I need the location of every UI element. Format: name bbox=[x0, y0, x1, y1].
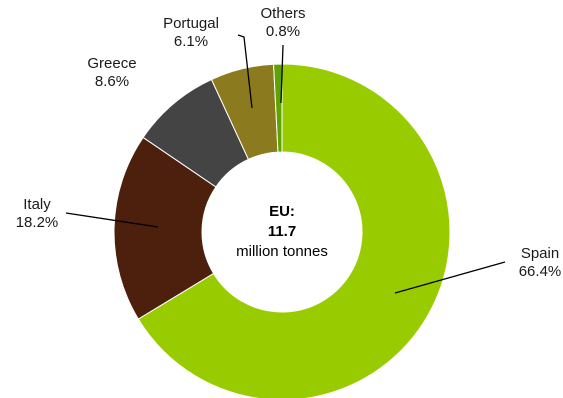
leaders-layer bbox=[65, 34, 506, 294]
slice-others bbox=[273, 63, 283, 153]
leader-line-spain bbox=[394, 261, 506, 294]
leader-line-others bbox=[280, 44, 284, 104]
center-label-line3: million tonnes bbox=[236, 243, 328, 260]
slice-name-label-others: Others bbox=[260, 5, 305, 22]
slice-spain bbox=[137, 63, 451, 398]
center-label-line2: 11.7 bbox=[268, 223, 296, 240]
slices-layer bbox=[113, 63, 451, 398]
slice-value-label-italy: 18.2% bbox=[16, 214, 59, 231]
slice-name-label-portugal: Portugal bbox=[163, 15, 219, 32]
slice-name-label-greece: Greece bbox=[87, 55, 136, 72]
slice-value-label-portugal: 6.1% bbox=[174, 33, 208, 50]
center-label-line1: EU: bbox=[269, 203, 295, 220]
center-label: EU: 11.7 million tonnes bbox=[236, 203, 328, 260]
slice-name-label-spain: Spain bbox=[521, 245, 559, 262]
leader-line-italy bbox=[65, 212, 159, 228]
slice-name-label-italy: Italy bbox=[23, 196, 51, 213]
slice-italy bbox=[113, 136, 217, 320]
slice-value-label-greece: 8.6% bbox=[95, 73, 129, 90]
leader-line-portugal bbox=[237, 34, 253, 109]
slice-value-label-others: 0.8% bbox=[266, 23, 300, 40]
slice-value-label-spain: 66.4% bbox=[519, 263, 562, 280]
